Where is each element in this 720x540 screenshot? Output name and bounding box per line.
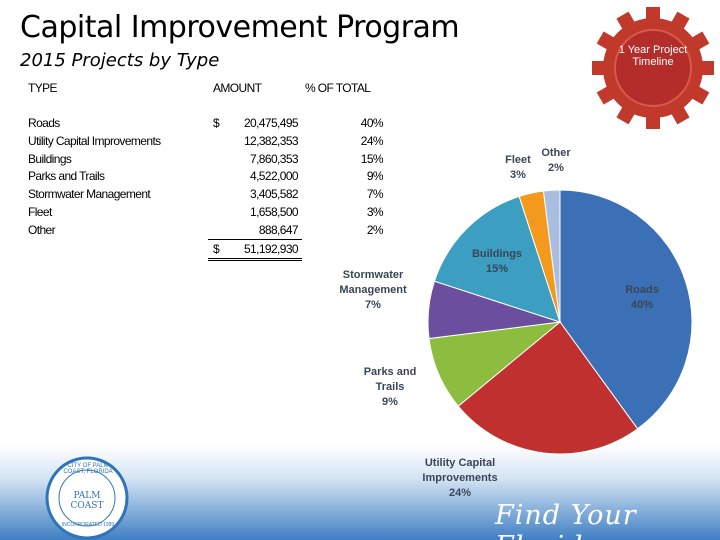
slice-value-label: 40% bbox=[630, 299, 654, 311]
table-cell: Buildings bbox=[28, 151, 72, 166]
badge-text: 1 Year Project Timeline bbox=[618, 44, 688, 68]
table-header: % OF TOTAL bbox=[305, 81, 371, 95]
table-cell: 12,382,353 bbox=[243, 133, 299, 148]
slice-label: Parks and Trails bbox=[363, 366, 417, 393]
slice-value-label: 24% bbox=[448, 487, 472, 499]
slogan: Find Your Florida bbox=[495, 500, 637, 540]
table-cell: 51,192,930 bbox=[243, 241, 299, 256]
slice-label: Roads bbox=[625, 284, 659, 296]
table-cell: 7,860,353 bbox=[250, 151, 299, 166]
table-cell: 24% bbox=[360, 133, 384, 148]
table-cell: $ bbox=[213, 116, 220, 130]
table-cell: Roads bbox=[28, 116, 60, 130]
logo-ring bbox=[58, 469, 116, 527]
slice-value-label: 9% bbox=[382, 396, 398, 408]
gear-center bbox=[614, 29, 692, 107]
table-cell: Parks and Trails bbox=[28, 169, 105, 184]
table-cell: 2% bbox=[366, 222, 384, 237]
slice-value-label: 7% bbox=[365, 299, 381, 311]
pie-slice bbox=[457, 321, 639, 455]
slice-label: Fleet bbox=[505, 154, 531, 166]
badge-gear bbox=[592, 7, 714, 129]
slice-value-label: 3% bbox=[510, 169, 526, 181]
total-rule bbox=[208, 238, 302, 240]
table-header: TYPE bbox=[28, 81, 58, 95]
table-cell: Fleet bbox=[28, 205, 52, 219]
table-cell: 1,658,500 bbox=[250, 205, 299, 219]
pie-slice bbox=[559, 189, 693, 430]
table-cell: Other bbox=[28, 222, 56, 237]
table-header: AMOUNT bbox=[213, 81, 262, 95]
slice-label: Stormwater Management bbox=[339, 269, 407, 296]
table-cell: 9% bbox=[366, 169, 384, 184]
logo-year: INCORPORATED 1999 bbox=[61, 522, 115, 528]
table-cell: 3% bbox=[366, 205, 384, 219]
slice-value-label: 2% bbox=[548, 162, 564, 174]
title: Capital Improvement Program bbox=[20, 10, 460, 45]
logo-ring-text: CITY OF PALM COAST, FLORIDA bbox=[63, 463, 113, 475]
table-cell: 40% bbox=[360, 116, 384, 130]
pie-slice bbox=[542, 189, 561, 323]
total-rule bbox=[208, 257, 302, 261]
table-cell: 888,647 bbox=[258, 222, 299, 237]
subtitle: 2015 Projects by Type bbox=[20, 50, 220, 71]
table-cell: Utility Capital Improvements bbox=[28, 133, 161, 148]
table-cell: Stormwater Management bbox=[28, 187, 151, 202]
logo-name: PALM COAST bbox=[70, 491, 104, 511]
table-cell: 15% bbox=[360, 151, 384, 166]
table-cell: 20,475,495 bbox=[243, 116, 299, 130]
table-cell: 7% bbox=[366, 187, 384, 202]
table-cell: 4,522,000 bbox=[250, 169, 299, 184]
table-cell: 3,405,582 bbox=[250, 187, 299, 202]
slice-value-label: 15% bbox=[485, 263, 509, 275]
slice-label: Other bbox=[541, 147, 571, 159]
table-cell: $ bbox=[213, 241, 220, 256]
slice-label: Buildings bbox=[471, 248, 523, 260]
slice-label: Utility Capital Improvements bbox=[422, 457, 498, 484]
pie-slice bbox=[433, 195, 561, 323]
